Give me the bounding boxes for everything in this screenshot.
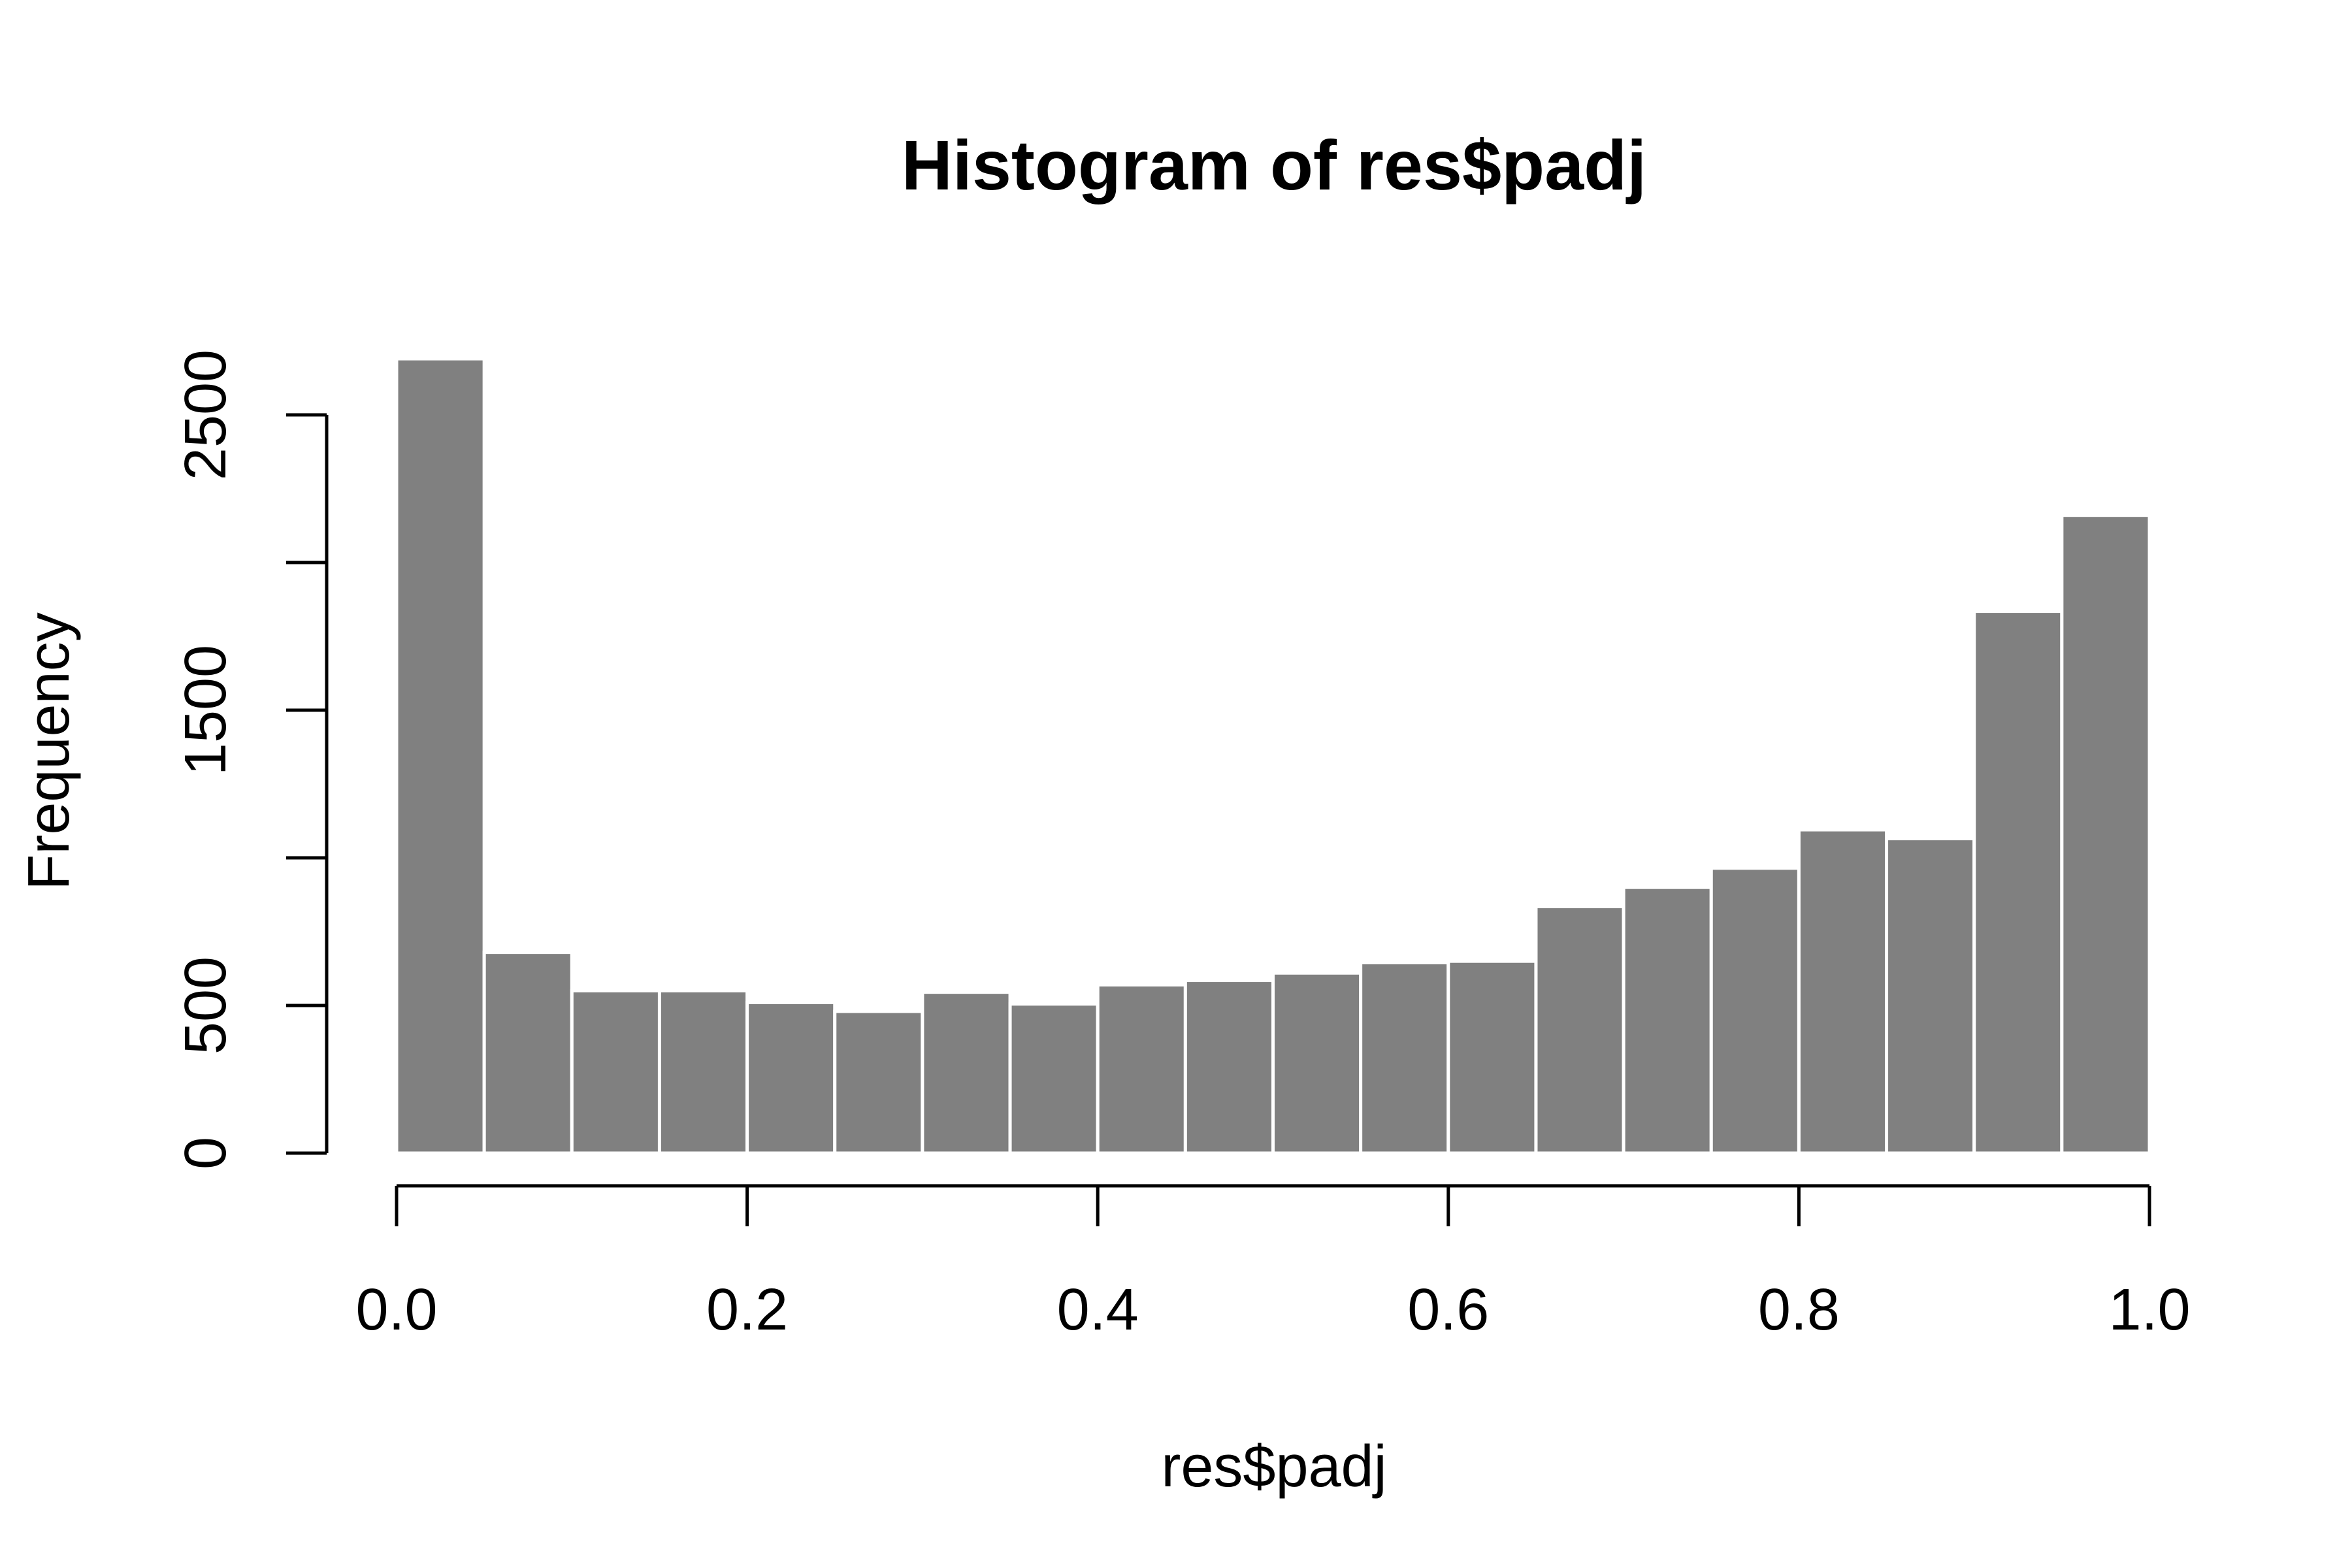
histogram-bar-13	[1534, 905, 1625, 1155]
y-tick-label-0: 0	[173, 1137, 238, 1169]
histogram-bar-16	[1797, 828, 1889, 1155]
histogram-bar-10	[1271, 971, 1363, 1155]
histogram-bar-7	[1008, 1002, 1100, 1155]
histogram-bar-12	[1446, 959, 1538, 1155]
histogram-bar-19	[2060, 514, 2151, 1155]
x-tick-label-1: 0.2	[706, 1277, 788, 1343]
x-axis-title: res$padj	[1161, 1434, 1386, 1499]
y-axis: 0 500 1500 2500	[173, 350, 329, 1169]
histogram-bar-2	[570, 988, 661, 1155]
histogram-bar-1	[482, 951, 574, 1155]
histogram-bar-0	[395, 357, 486, 1155]
histogram-bar-18	[1972, 610, 2064, 1155]
bars-group	[395, 357, 2151, 1155]
chart-title: Histogram of res$padj	[902, 125, 1646, 204]
y-tick-label-3: 1500	[173, 645, 238, 776]
histogram-bar-17	[1885, 837, 1976, 1155]
histogram-bar-14	[1622, 885, 1713, 1155]
histogram-bar-9	[1183, 979, 1275, 1155]
y-axis-title: Frequency	[16, 612, 82, 890]
y-tick-label-1: 500	[173, 956, 238, 1054]
x-tick-label-2: 0.4	[1057, 1277, 1139, 1343]
x-tick-label-3: 0.6	[1407, 1277, 1489, 1343]
histogram-bar-15	[1709, 866, 1801, 1155]
histogram-bar-5	[833, 1009, 924, 1155]
histogram-bar-8	[1096, 983, 1187, 1155]
histogram-bar-11	[1359, 960, 1450, 1155]
x-tick-label-0: 0.0	[355, 1277, 437, 1343]
x-tick-label-5: 1.0	[2108, 1277, 2190, 1343]
histogram-bar-3	[657, 988, 749, 1155]
y-tick-label-5: 2500	[173, 350, 238, 480]
histogram-bar-4	[745, 1000, 837, 1155]
x-tick-label-4: 0.8	[1758, 1277, 1840, 1343]
x-axis: 0.0 0.2 0.4 0.6 0.8 1.0	[355, 1184, 2191, 1343]
histogram-bar-6	[921, 990, 1012, 1155]
